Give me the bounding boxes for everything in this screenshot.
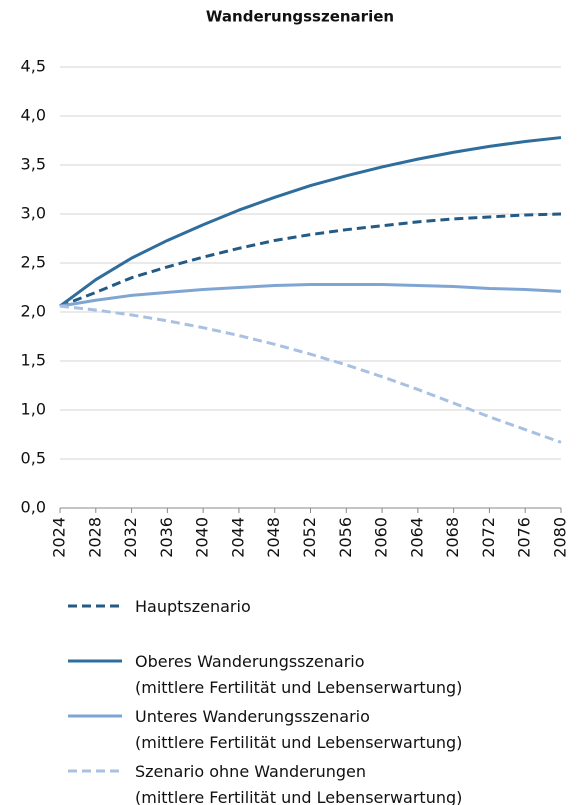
chart-title: Wanderungsszenarien bbox=[206, 8, 394, 26]
x-tick-label: 2072 bbox=[479, 517, 498, 558]
legend-label: Unteres Wanderungsszenario (mittlere Fer… bbox=[135, 707, 463, 752]
y-tick-label: 2,0 bbox=[21, 302, 46, 321]
series-line bbox=[59, 304, 562, 444]
legend-label: Oberes Wanderungsszenario (mittlere Fert… bbox=[135, 652, 463, 697]
x-tick-label: 2064 bbox=[407, 517, 426, 558]
legend-entry: Hauptszenario bbox=[0, 592, 579, 647]
legend-swatch bbox=[68, 714, 122, 718]
x-tick-label: 2076 bbox=[515, 517, 534, 558]
y-tick-label: 0,5 bbox=[21, 449, 46, 468]
legend-entry: Oberes Wanderungsszenario (mittlere Fert… bbox=[0, 647, 579, 702]
x-tick-label: 2032 bbox=[121, 517, 140, 558]
legend-entry: Szenario ohne Wanderungen (mittlere Fert… bbox=[0, 757, 579, 805]
chart: Wanderungsszenarien 0,0 0,5 1,0 1,5 2,0 2,5 3,… bbox=[21, 8, 570, 558]
series-line bbox=[59, 212, 562, 308]
x-tick-label: 2060 bbox=[372, 517, 391, 558]
x-tick-label: 2024 bbox=[50, 517, 69, 558]
x-tick-label: 2048 bbox=[264, 517, 283, 558]
legend-swatch bbox=[68, 604, 122, 608]
legend: Hauptszenario Oberes Wanderungsszenario (… bbox=[0, 592, 579, 805]
y-tick-label: 4,0 bbox=[21, 106, 46, 125]
x-tick-label: 2044 bbox=[228, 517, 247, 558]
y-tick-label: 2,5 bbox=[21, 253, 46, 272]
y-tick-label: 4,5 bbox=[21, 57, 46, 76]
legend-entry: Unteres Wanderungsszenario (mittlere Fer… bbox=[0, 702, 579, 757]
x-tick-label: 2036 bbox=[157, 517, 176, 558]
x-tick-label: 2028 bbox=[85, 517, 104, 558]
y-tick-label: 3,5 bbox=[21, 155, 46, 174]
x-tick-label: 2068 bbox=[443, 517, 462, 558]
legend-label: Hauptszenario bbox=[135, 597, 251, 616]
y-tick-label: 1,5 bbox=[21, 351, 46, 370]
x-tick-label: 2040 bbox=[193, 517, 212, 558]
legend-label: Szenario ohne Wanderungen (mittlere Fert… bbox=[135, 762, 463, 805]
x-tick-label: 2080 bbox=[551, 517, 570, 558]
legend-swatch bbox=[68, 769, 122, 773]
x-tick-label: 2056 bbox=[336, 517, 355, 558]
series-line bbox=[59, 136, 562, 308]
x-tick-label: 2052 bbox=[300, 517, 319, 558]
y-tick-label: 3,0 bbox=[21, 204, 46, 223]
legend-swatch bbox=[68, 659, 122, 663]
series-line bbox=[59, 283, 562, 308]
y-tick-label: 0,0 bbox=[21, 498, 46, 517]
y-tick-label: 1,0 bbox=[21, 400, 46, 419]
